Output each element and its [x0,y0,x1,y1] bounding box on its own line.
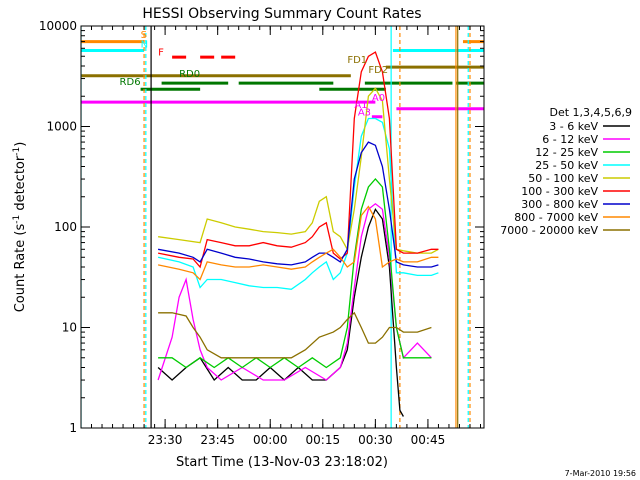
chart-title: HESSI Observing Summary Count Rates [142,6,421,22]
legend-label-1: 6 - 12 keV [542,133,598,146]
y-tick-label-4: 10000 [39,19,77,33]
legend-label-6: 300 - 800 keV [521,198,598,211]
annotation-2: F [158,47,164,58]
y-axis: 1 10 100 1000 10000 [39,19,484,435]
legend-label-7: 800 - 7000 keV [514,211,598,224]
annotation-6: RD6 [120,77,141,88]
annotation-1: N [141,40,148,51]
x-tick-label-3: 00:15 [306,433,341,447]
annotation-7: A0 [372,93,385,104]
series-line-2 [158,178,432,369]
legend-label-8: 7000 - 20000 keV [500,224,598,237]
legend-label-2: 12 - 25 keV [535,146,598,159]
count-rate-series [157,51,439,417]
y-tick-label-2: 100 [54,220,77,234]
y-tick-label-3: 1000 [46,120,77,134]
x-tick-label-5: 00:45 [411,433,446,447]
x-tick-label-0: 23:30 [148,433,183,447]
legend-label-3: 25 - 50 keV [535,159,598,172]
series-line-5 [157,51,439,269]
annotation-5: RD0 [179,69,200,80]
plot-frame [80,25,485,429]
y-axis-label: Count Rate (s-1 detector-1) [12,142,28,313]
series-line-8 [158,311,432,359]
x-axis: 23:30 23:45 00:00 00:15 00:30 00:45 [91,26,481,447]
series-line-3 [157,117,439,290]
footer-date: 7-Mar-2010 19:56 [565,469,636,478]
series-line-1 [157,202,432,381]
series-line-0 [157,207,404,417]
series-line-4 [158,87,439,254]
legend-label-4: 50 - 100 keV [528,172,598,185]
instrument-flag-bars [81,40,484,119]
annotation-4: FD2 [368,65,388,76]
legend-label-0: 3 - 6 keV [549,120,598,133]
x-tick-label-4: 00:30 [358,433,393,447]
legend-title: Det 1,3,4,5,6,9 [549,106,632,119]
series-line-7 [157,205,439,281]
x-tick-label-2: 00:00 [253,433,288,447]
annotation-9: A3 [358,107,371,118]
annotation-0: S [141,30,147,41]
legend-label-5: 100 - 300 keV [521,185,598,198]
x-tick-label-1: 23:45 [200,433,235,447]
y-tick-label-0: 1 [69,421,77,435]
y-tick-label-1: 10 [62,321,77,335]
x-axis-label: Start Time (13-Nov-03 23:18:02) [176,455,388,470]
annotation-3: FD1 [347,55,367,66]
annotation-8: A1 [354,100,367,111]
